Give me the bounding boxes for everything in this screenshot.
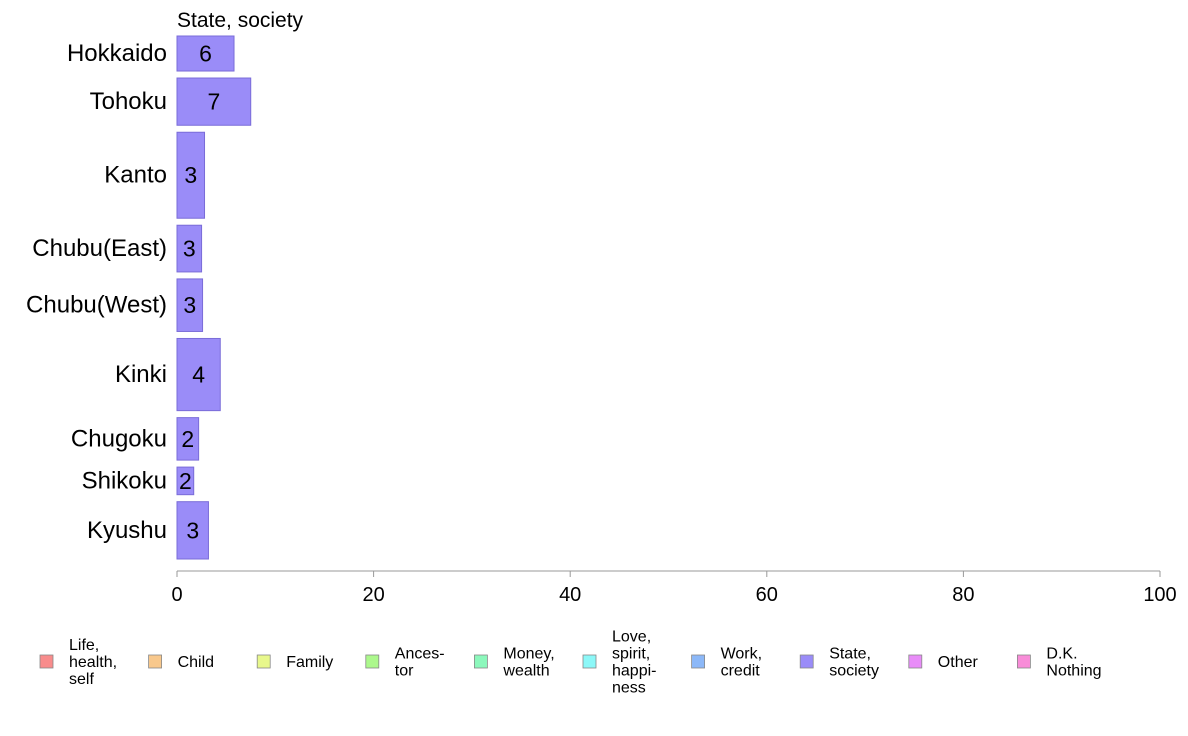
legend-label: Ances-tor [395,645,445,679]
legend-item: Money, wealth [473,645,555,679]
value-label: 3 [183,236,196,262]
legend-label: Work, credit [721,645,762,679]
legend-label: D.K. Nothing [1046,645,1101,679]
value-label: 2 [181,426,194,452]
legend-item: Work, credit [691,645,762,679]
category-labels: Hokkaido Tohoku Kanto Chubu(East) Chubu(West… [26,40,167,544]
bar-tohoku [176,77,252,126]
legend-label: Family [286,654,333,671]
legend-label: Child [178,654,214,671]
bar-kanto [176,131,206,219]
legend-swatch [473,654,488,669]
value-label: 4 [192,362,205,388]
value-label: 2 [179,468,192,494]
legend-item: D.K. Nothing [1017,645,1102,679]
legend-label: Money, wealth [502,645,554,679]
x-tick-label: 80 [952,584,974,606]
x-tick-label: 100 [1143,584,1176,606]
legend-swatch [148,654,163,669]
legend-swatch [365,654,380,669]
bar-chubu-east- [176,224,203,273]
legend-label: State, society [829,645,879,679]
value-label: 3 [184,162,197,188]
legend-swatch [582,654,597,669]
bar-kinki [176,337,221,412]
category-label: Chubu(West) [26,292,167,319]
legend-swatch [908,654,923,669]
category-label: Chubu(East) [32,235,167,262]
legend-item: Love, spirit, happi-ness [582,628,656,696]
x-axis: 0 20 40 60 80 100 [171,570,1177,606]
legend-label: Life, health, self [69,637,117,688]
legend-swatch [691,654,705,669]
x-tick-label: 60 [756,584,778,606]
legend-item: Ances-tor [365,645,445,679]
category-label: Shikoku [82,467,167,494]
x-tick-label: 20 [362,584,384,606]
x-tick-label: 0 [171,584,182,606]
category-label: Tohoku [90,88,167,115]
x-tick-label: 40 [559,584,581,606]
category-label: Kinki [115,361,167,388]
value-labels: 6 7 3 3 3 4 2 2 3 [179,41,220,544]
value-label: 6 [199,41,212,67]
category-label: Chugoku [71,425,167,452]
legend: Life, health, self Child Family Ances-tor Mone… [39,628,1102,696]
legend-item: Other [908,654,979,671]
bar-kyushu [176,501,209,560]
legend-swatch [256,654,271,669]
value-label: 3 [186,517,199,543]
series-title: State, society [177,9,304,32]
bar-hokkaido [176,35,235,72]
category-label: Kyushu [87,517,167,544]
value-label: 7 [207,89,220,115]
legend-label: Other [938,654,979,671]
legend-item: Child [148,654,214,671]
legend-item: Family [256,654,333,671]
bar-chugoku [176,417,200,461]
legend-item: Life, health, self [39,637,117,688]
legend-swatch [39,654,54,669]
bar-chubu-west- [176,278,204,332]
bar-shikoku [176,466,195,496]
legend-swatch [799,654,814,669]
category-label: Kanto [104,162,167,189]
legend-swatch [1017,654,1031,669]
category-label: Hokkaido [67,40,167,67]
legend-label: Love, spirit, happi-ness [612,628,656,696]
bars-group [176,35,252,560]
value-label: 3 [183,292,196,318]
legend-item: State, society [799,645,879,679]
